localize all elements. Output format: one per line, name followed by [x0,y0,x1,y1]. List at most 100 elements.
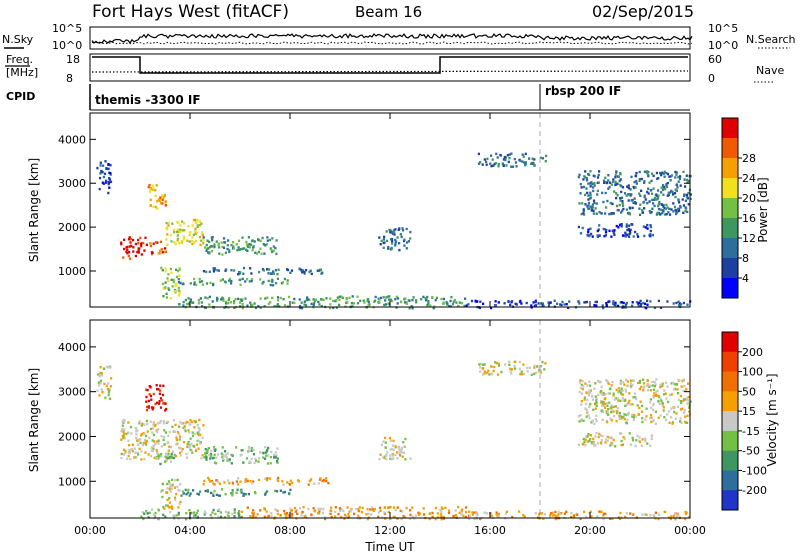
power-cell [232,247,236,250]
velocity-cell [208,454,211,457]
power-cell [598,211,601,214]
velocity-cell [500,370,503,374]
velocity-cell [164,402,167,405]
velocity-cell [481,367,484,370]
velocity-cell [423,513,426,516]
velocity-cell [126,457,129,461]
velocity-cell [673,512,676,515]
power-cell [391,240,394,243]
power-cell [262,243,265,246]
power-cell [107,181,110,184]
power-cell [385,303,388,306]
velocity-cell [640,444,643,447]
power-cell [653,198,656,201]
x-tick-label: 20:00 [574,524,606,537]
power-cell [151,251,154,254]
velocity-cell [382,456,385,459]
velocity-cell [579,517,582,520]
velocity-cell [252,514,255,517]
velocity-cell [599,381,602,384]
velocity-cell [609,387,612,390]
power-cell [655,213,658,216]
velocity-cell [160,453,163,456]
velocity-cell [153,424,157,428]
velocity-cell [340,515,343,519]
velocity-cell [585,415,588,418]
power-cell [259,297,262,300]
power-cell [169,297,172,300]
power-cell [686,197,689,200]
power-cell [276,277,279,280]
velocity-cell [587,392,590,395]
power-cell [612,212,615,215]
velocity-cell [127,421,130,424]
power-cell [163,194,166,198]
colorbar-swatch [722,198,738,219]
velocity-cell [635,439,638,442]
velocity-cell [175,435,178,438]
power-cell [162,287,165,290]
velocity-cell [609,444,612,447]
velocity-cell [583,398,586,401]
power-cell [174,243,177,246]
velocity-cell [103,382,106,386]
power-cell [627,193,630,196]
velocity-cell [108,366,111,369]
power-cell [126,252,129,255]
velocity-cell [676,388,679,391]
power-cell [108,186,111,189]
velocity-cell [612,438,615,442]
velocity-cell [677,379,681,382]
velocity-cell [615,388,618,392]
velocity-cell [213,453,216,456]
power-cell [606,199,609,203]
velocity-cell [522,372,525,376]
power-cell [161,251,164,254]
velocity-cell [668,393,671,397]
power-cell [577,300,580,303]
power-cell [350,302,353,305]
power-cell [581,226,584,230]
velocity-cell [167,454,170,458]
nave-label: Nave [756,64,784,77]
velocity-cell [608,517,612,520]
power-cell [309,269,312,272]
power-cell [632,201,635,204]
velocity-cell [288,482,291,486]
power-cell [605,206,608,209]
power-cell [604,191,607,195]
velocity-cell [145,419,149,423]
power-cell [446,302,449,305]
velocity-cell [672,381,675,385]
velocity-cell [642,389,645,392]
velocity-cell [549,514,552,517]
velocity-cell [577,443,581,446]
velocity-cell [274,489,277,493]
power-cell [281,281,285,284]
power-cell [108,177,111,180]
power-cell [387,247,390,250]
power-cell [530,304,533,307]
power-cell [591,203,594,206]
velocity-cell [214,448,217,451]
power-cell [259,239,262,242]
power-cell [206,251,210,254]
velocity-cell [275,454,278,457]
power-cell [604,176,607,179]
power-cell [123,238,126,241]
power-cell [643,180,646,183]
power-cell [620,223,623,226]
power-cell [665,185,669,189]
velocity-cell [387,506,390,509]
velocity-cell [159,384,162,387]
power-cell [268,238,271,242]
velocity-cell [554,510,557,514]
power-cell [561,300,564,304]
power-cell [531,157,534,160]
velocity-cell [231,494,234,497]
power-cell [215,240,218,243]
power-cell [329,303,332,306]
power-cell [242,272,245,275]
power-cell [382,238,385,241]
power-cell [268,268,271,271]
